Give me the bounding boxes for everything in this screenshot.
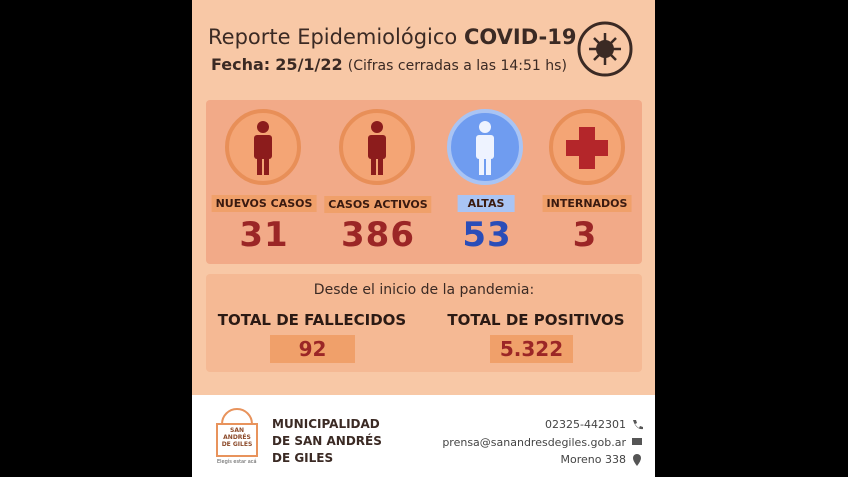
email: prensa@sanandresdegiles.gob.ar	[442, 436, 626, 449]
icon-altas	[447, 109, 523, 185]
org: MUNICIPALIDAD DE SAN ANDRÉS DE GILES	[272, 416, 382, 467]
total-label: TOTAL DE FALLECIDOS	[217, 311, 407, 329]
icon-internados	[549, 109, 625, 185]
total-value: 5.322	[490, 335, 573, 363]
stat-label: ALTAS	[457, 195, 515, 212]
title-text: Reporte Epidemiológico	[208, 25, 458, 49]
virus-icon	[577, 21, 633, 77]
icon-activos	[339, 109, 415, 185]
total-label: TOTAL DE POSITIVOS	[447, 311, 625, 329]
org-line: DE SAN ANDRÉS	[272, 434, 382, 448]
footer	[192, 395, 655, 477]
logo-text: SAN ANDRÉS DE GILES	[221, 427, 253, 448]
phone: 02325-442301	[545, 418, 626, 431]
total-value: 92	[270, 335, 355, 363]
title: Reporte Epidemiológico COVID-19	[208, 25, 577, 49]
slogan: Elegís estar acá	[217, 459, 257, 465]
stat-value: 31	[239, 215, 289, 255]
date: 25/1/22	[275, 55, 343, 74]
stat-icons	[225, 109, 625, 185]
title-bold: COVID-19	[463, 25, 577, 49]
date-label: Fecha:	[211, 55, 271, 74]
date-line: Fecha: 25/1/22 (Cifras cerradas a las 14…	[211, 55, 567, 74]
totals-intro: Desde el inicio de la pandemia:	[313, 282, 535, 298]
stat-value: 53	[462, 215, 512, 255]
stat-label: CASOS ACTIVOS	[324, 196, 432, 213]
contact-icons	[632, 420, 643, 466]
org-line: DE GILES	[272, 451, 334, 465]
stat-value: 386	[341, 215, 415, 255]
icon-nuevos	[225, 109, 301, 185]
stat-label: NUEVOS CASOS	[211, 195, 317, 212]
address: Moreno 338	[560, 453, 626, 466]
logo	[216, 408, 258, 457]
org-line: MUNICIPALIDAD	[272, 417, 380, 431]
stat-label: INTERNADOS	[542, 195, 632, 212]
note: (Cifras cerradas a las 14:51 hs)	[347, 58, 567, 74]
stat-value: 3	[572, 215, 598, 255]
